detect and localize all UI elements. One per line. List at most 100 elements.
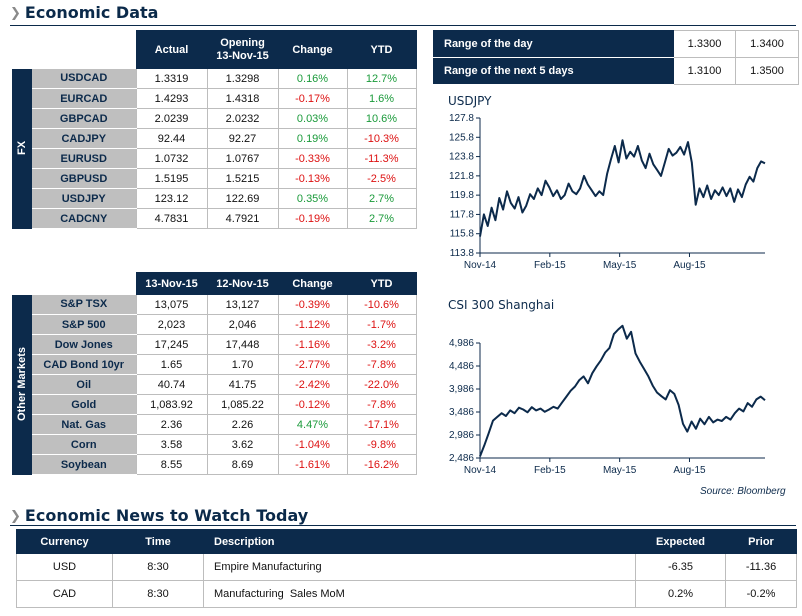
fx-actual: 1.5195 bbox=[135, 168, 208, 189]
range-label: Range of the day bbox=[433, 30, 674, 58]
fx-ytd: -2.5% bbox=[346, 168, 417, 189]
other-side-bar bbox=[12, 414, 32, 435]
x-tick-label: May-15 bbox=[603, 260, 637, 271]
fx-table: Actual Opening 13-Nov-15 Change YTD USDC… bbox=[12, 30, 417, 229]
fx-change: -0.13% bbox=[277, 168, 348, 189]
other-ytd: -16.2% bbox=[346, 454, 417, 475]
other-side-bar bbox=[12, 294, 32, 315]
other-row-name: Corn bbox=[32, 434, 136, 455]
other-side-bar bbox=[12, 394, 32, 415]
title-underline bbox=[10, 25, 796, 26]
y-tick-label: 125.8 bbox=[449, 132, 474, 143]
news-time: 8:30 bbox=[112, 580, 204, 608]
other-value-previous: 13,127 bbox=[206, 294, 279, 315]
fx-row: EURCAD 1.4293 1.4318 -0.17% 1.6% bbox=[12, 88, 417, 109]
fx-ytd: 12.7% bbox=[346, 68, 417, 89]
range-row: Range of the day 1.3300 1.3400 bbox=[433, 30, 799, 58]
other-markets-side-label: Other Markets bbox=[16, 347, 28, 421]
fx-row: CADCNY 4.7831 4.7921 -0.19% 2.7% bbox=[12, 208, 417, 229]
fx-opening: 92.27 bbox=[206, 128, 279, 149]
other-side-bar bbox=[12, 354, 32, 375]
other-change: -1.61% bbox=[277, 454, 348, 475]
other-change: -2.77% bbox=[277, 354, 348, 375]
fx-header-ytd: YTD bbox=[346, 30, 417, 69]
blank-header bbox=[12, 30, 32, 69]
fx-row-name: GBPCAD bbox=[32, 108, 136, 129]
y-tick-label: 113.8 bbox=[450, 248, 475, 259]
other-value-previous: 8.69 bbox=[206, 454, 279, 475]
other-row-name: Gold bbox=[32, 394, 136, 415]
y-tick-label: 119.8 bbox=[450, 190, 475, 201]
fx-opening: 1.3298 bbox=[206, 68, 279, 89]
x-tick-label: May-15 bbox=[603, 465, 637, 476]
fx-opening: 1.0767 bbox=[206, 148, 279, 169]
series-line bbox=[479, 324, 766, 457]
other-ytd: -7.8% bbox=[346, 354, 417, 375]
news-expected: -6.35 bbox=[635, 553, 726, 581]
fx-actual: 4.7831 bbox=[135, 208, 208, 229]
other-ytd: -3.2% bbox=[346, 334, 417, 355]
other-ytd: -10.6% bbox=[346, 294, 417, 315]
other-side-bar bbox=[12, 434, 32, 455]
fx-change: -0.19% bbox=[277, 208, 348, 229]
other-market-row: S&P 500 2,023 2,046 -1.12% -1.7% bbox=[12, 314, 417, 335]
other-change: -1.16% bbox=[277, 334, 348, 355]
series-line bbox=[479, 139, 766, 237]
fx-opening: 2.0232 bbox=[206, 108, 279, 129]
fx-change: 0.03% bbox=[277, 108, 348, 129]
other-header-date2: 12-Nov-15 bbox=[206, 272, 279, 295]
chevron-right-icon: ❯ bbox=[10, 6, 21, 21]
y-tick-label: 2,986 bbox=[449, 430, 474, 441]
other-value-current: 17,245 bbox=[135, 334, 208, 355]
y-tick-label: 117.8 bbox=[450, 209, 475, 220]
blank-header bbox=[32, 30, 136, 69]
fx-opening: 1.5215 bbox=[206, 168, 279, 189]
fx-ytd: 1.6% bbox=[346, 88, 417, 109]
other-value-previous: 1.70 bbox=[206, 354, 279, 375]
other-side-bar bbox=[12, 374, 32, 395]
fx-row: EURUSD 1.0732 1.0767 -0.33% -11.3% bbox=[12, 148, 417, 169]
other-change: -0.39% bbox=[277, 294, 348, 315]
fx-row-name: CADCNY bbox=[32, 208, 136, 229]
fx-opening: 4.7921 bbox=[206, 208, 279, 229]
fx-side-bar bbox=[12, 128, 32, 149]
fx-side-bar bbox=[12, 168, 32, 189]
fx-header-actual: Actual bbox=[135, 30, 208, 69]
fx-side-label: FX bbox=[16, 140, 28, 156]
other-value-current: 13,075 bbox=[135, 294, 208, 315]
fx-change: 0.19% bbox=[277, 128, 348, 149]
news-title: ❯ Economic News to Watch Today bbox=[10, 506, 308, 525]
fx-row-name: USDCAD bbox=[32, 68, 136, 89]
fx-change: 0.35% bbox=[277, 188, 348, 209]
range-label: Range of the next 5 days bbox=[433, 57, 674, 85]
news-table: Currency Time Description Expected Prior… bbox=[16, 529, 797, 608]
fx-actual: 123.12 bbox=[135, 188, 208, 209]
y-tick-label: 3,986 bbox=[449, 384, 474, 395]
other-row-name: S&P 500 bbox=[32, 314, 136, 335]
news-header-expected: Expected bbox=[635, 529, 726, 554]
other-ytd: -9.8% bbox=[346, 434, 417, 455]
fx-header-change: Change bbox=[277, 30, 348, 69]
other-value-previous: 1,085.22 bbox=[206, 394, 279, 415]
other-value-current: 1.65 bbox=[135, 354, 208, 375]
fx-row: GBPUSD 1.5195 1.5215 -0.13% -2.5% bbox=[12, 168, 417, 189]
chevron-right-icon: ❯ bbox=[10, 509, 21, 524]
fx-row-name: GBPUSD bbox=[32, 168, 136, 189]
y-tick-label: 4,486 bbox=[449, 361, 474, 372]
news-description: Manufacturing Sales MoM bbox=[203, 580, 636, 608]
x-tick-label: Nov-14 bbox=[464, 260, 497, 271]
other-market-row: Corn 3.58 3.62 -1.04% -9.8% bbox=[12, 434, 417, 455]
other-side-bar bbox=[12, 334, 32, 355]
other-row-name: Oil bbox=[32, 374, 136, 395]
news-expected: 0.2% bbox=[635, 580, 726, 608]
other-value-current: 3.58 bbox=[135, 434, 208, 455]
x-tick-label: Nov-14 bbox=[464, 465, 497, 476]
fx-row-name: CADJPY bbox=[32, 128, 136, 149]
other-change: -1.04% bbox=[277, 434, 348, 455]
economic-data-title-text: Economic Data bbox=[24, 3, 159, 22]
range-high: 1.3500 bbox=[735, 57, 799, 85]
fx-ytd: 2.7% bbox=[346, 188, 417, 209]
other-ytd: -22.0% bbox=[346, 374, 417, 395]
y-tick-label: 115.8 bbox=[450, 229, 475, 240]
other-value-previous: 41.75 bbox=[206, 374, 279, 395]
